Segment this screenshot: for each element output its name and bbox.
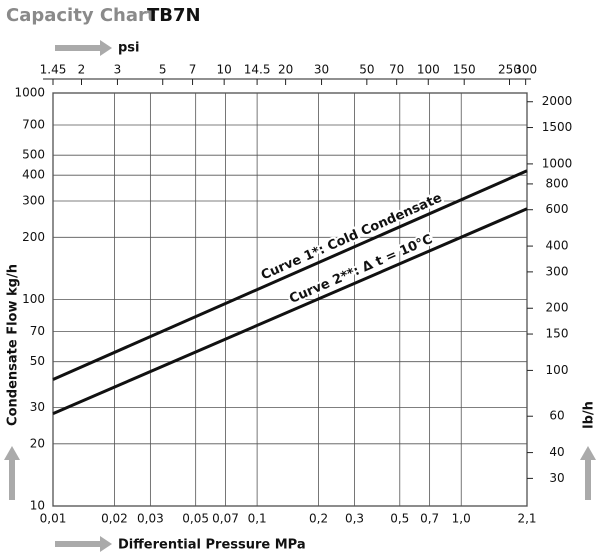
x2-tick-label: 10 xyxy=(217,63,232,77)
y2-tick-label: 100 xyxy=(546,363,569,377)
x2-tick-label: 7 xyxy=(189,63,197,77)
x-tick-label: 0,03 xyxy=(137,512,164,526)
x2-tick-label: 70 xyxy=(389,63,404,77)
x2-tick-label: 3 xyxy=(114,63,122,77)
x-tick-label: 0,02 xyxy=(101,512,128,526)
x2-tick-label: 20 xyxy=(278,63,293,77)
x2-tick-label: 300 xyxy=(514,63,537,77)
y-tick-label: 300 xyxy=(22,193,45,207)
y2-tick-label: 30 xyxy=(549,471,564,485)
x2-tick-label: 1.45 xyxy=(40,63,67,77)
x-tick-label: 0,05 xyxy=(182,512,209,526)
arrow xyxy=(580,446,596,500)
x2-tick-label: 30 xyxy=(314,63,329,77)
x-tick-label: 0,07 xyxy=(212,512,239,526)
x2-tick-label: 50 xyxy=(359,63,374,77)
curve xyxy=(52,207,528,416)
y-tick-label: 700 xyxy=(22,117,45,131)
y2-tick-label: 1500 xyxy=(542,120,573,134)
arrow xyxy=(55,40,112,56)
x-tick-label: 0,3 xyxy=(345,512,364,526)
y2-tick-label: 600 xyxy=(546,202,569,216)
y2-tick-label: 40 xyxy=(549,445,564,459)
y2-tick-label: 200 xyxy=(546,301,569,315)
x-tick-label: 0,5 xyxy=(390,512,409,526)
y-tick-label: 200 xyxy=(22,230,45,244)
y2-tick-label: 60 xyxy=(549,409,564,423)
x2-tick-label: 100 xyxy=(417,63,440,77)
arrow xyxy=(55,536,112,552)
arrow xyxy=(4,446,20,500)
y-tick-label: 500 xyxy=(22,148,45,162)
x2-tick-label: 5 xyxy=(159,63,167,77)
y-tick-label: 400 xyxy=(22,168,45,182)
chart-title: Capacity Chart xyxy=(6,5,156,26)
y-tick-label: 70 xyxy=(30,324,45,338)
y-tick-label: 30 xyxy=(30,400,45,414)
y-tick-label: 1000 xyxy=(14,86,45,100)
y-tick-label: 10 xyxy=(30,499,45,513)
x-tick-label: 0,1 xyxy=(248,512,267,526)
y2-tick-label: 150 xyxy=(546,327,569,341)
y-tick-label: 50 xyxy=(30,354,45,368)
y-tick-label: 20 xyxy=(30,436,45,450)
y2-tick-label: 300 xyxy=(546,264,569,278)
y2-label: lb/h xyxy=(582,401,597,429)
y2-tick-label: 1000 xyxy=(542,156,573,170)
curve xyxy=(52,169,528,381)
x2-label: psi xyxy=(118,41,140,56)
y2-tick-label: 2000 xyxy=(542,94,573,108)
x-tick-label: 1,0 xyxy=(452,512,471,526)
x-tick-label: 0,01 xyxy=(40,512,67,526)
y2-tick-label: 400 xyxy=(546,239,569,253)
y-label: Condensate Flow kg/h xyxy=(6,264,21,426)
y-tick-label: 100 xyxy=(22,292,45,306)
x2-tick-label: 150 xyxy=(453,63,476,77)
x-tick-label: 0,7 xyxy=(420,512,439,526)
x-label: Differential Pressure MPa xyxy=(118,538,306,553)
x-tick-label: 0,2 xyxy=(309,512,328,526)
x2-tick-label: 2 xyxy=(78,63,86,77)
x2-tick-label: 14.5 xyxy=(244,63,271,77)
x-tick-label: 2,1 xyxy=(517,512,536,526)
chart-model: TB7N xyxy=(147,5,201,26)
x2-tick-label: 250 xyxy=(498,63,521,77)
y2-tick-label: 800 xyxy=(546,176,569,190)
